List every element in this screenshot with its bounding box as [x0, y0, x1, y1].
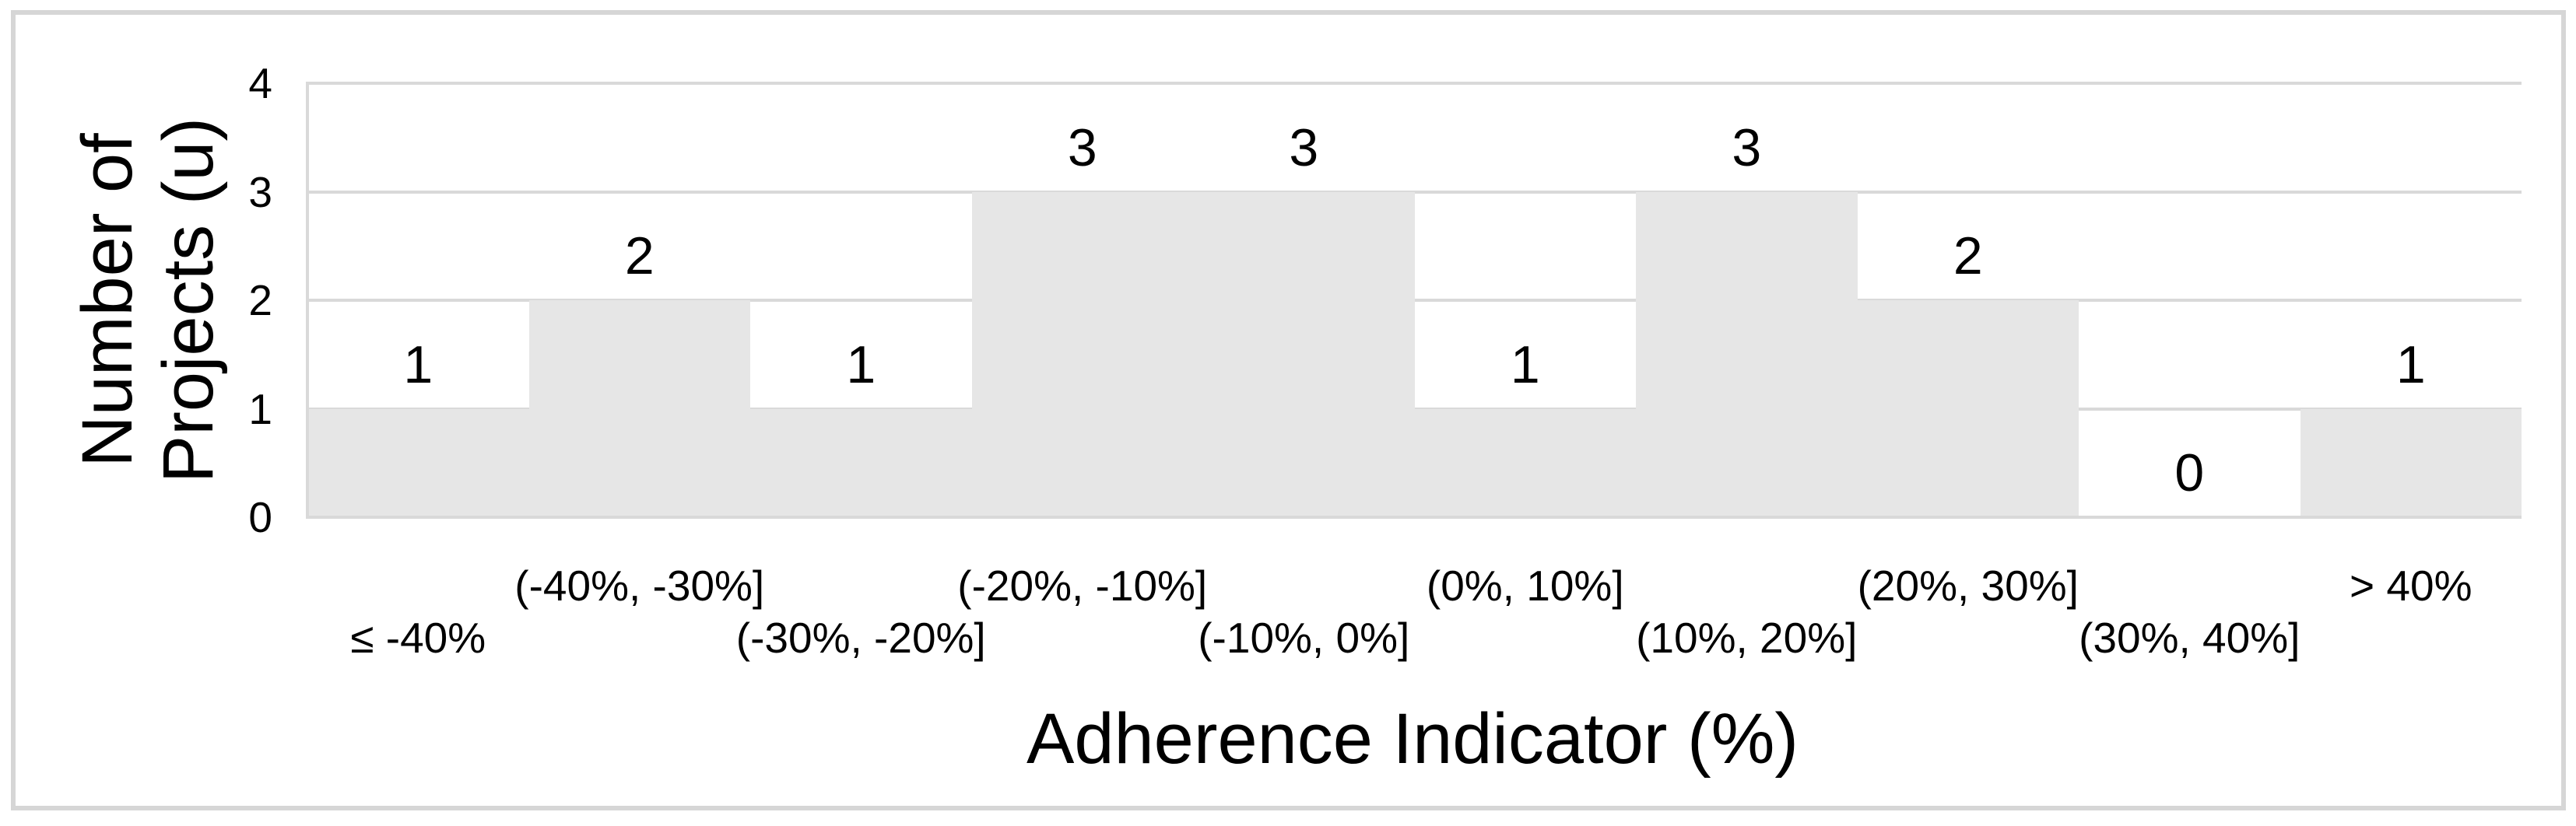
y-axis-tick-label: 3: [248, 167, 272, 216]
y-axis-tick-label: 0: [248, 493, 272, 541]
x-axis-tick-label: (-40%, -30%]: [514, 562, 765, 610]
x-axis-tick-label: (-10%, 0%]: [1198, 614, 1410, 662]
bar-data-label: 1: [2395, 334, 2426, 394]
x-axis-tick-label: (-20%, -10%]: [957, 562, 1208, 610]
bar-data-label: 1: [846, 334, 876, 394]
y-axis-tick-label: 4: [248, 59, 272, 107]
bar: [1857, 300, 2079, 517]
y-axis-tick-label: 2: [248, 276, 272, 324]
bar-data-label: 2: [1953, 226, 1983, 285]
bar: [1414, 408, 1636, 517]
x-axis-tick-label: (10%, 20%]: [1636, 614, 1858, 662]
bar: [528, 300, 750, 517]
x-axis-tick-label: (0%, 10%]: [1426, 562, 1624, 610]
x-axis-tick-label: (30%, 40%]: [2079, 614, 2301, 662]
bar-data-label: 1: [1510, 334, 1540, 394]
bar-data-label: 0: [2174, 443, 2205, 502]
bar: [1193, 191, 1415, 517]
bar-data-label: 3: [1067, 117, 1097, 177]
y-axis-tick-label: 1: [248, 384, 272, 433]
gridline: [307, 82, 2522, 85]
bar-data-label: 2: [624, 226, 655, 285]
y-axis-line: [306, 82, 309, 519]
bar-data-label: 1: [403, 334, 433, 394]
bar: [750, 408, 972, 517]
gridline: [307, 190, 2522, 194]
bar: [2300, 408, 2522, 517]
bar: [971, 191, 1193, 517]
plot-area: 1 2 1 3 3 1 3 2 0 1: [307, 82, 2522, 519]
bar-data-label: 3: [1732, 117, 1762, 177]
bar: [307, 408, 529, 517]
gridline: [307, 299, 2522, 302]
x-axis-tick-label: (-30%, -20%]: [735, 614, 986, 662]
x-axis-title: Adherence Indicator (%): [1026, 699, 1799, 779]
x-axis-tick-label: ≤ -40%: [350, 614, 486, 662]
x-axis-line: [307, 516, 2522, 519]
bar: [1636, 191, 1858, 517]
x-axis-tick-label: > 40%: [2350, 562, 2472, 610]
x-axis-tick-label: (20%, 30%]: [1857, 562, 2079, 610]
bar-data-label: 3: [1289, 117, 1319, 177]
